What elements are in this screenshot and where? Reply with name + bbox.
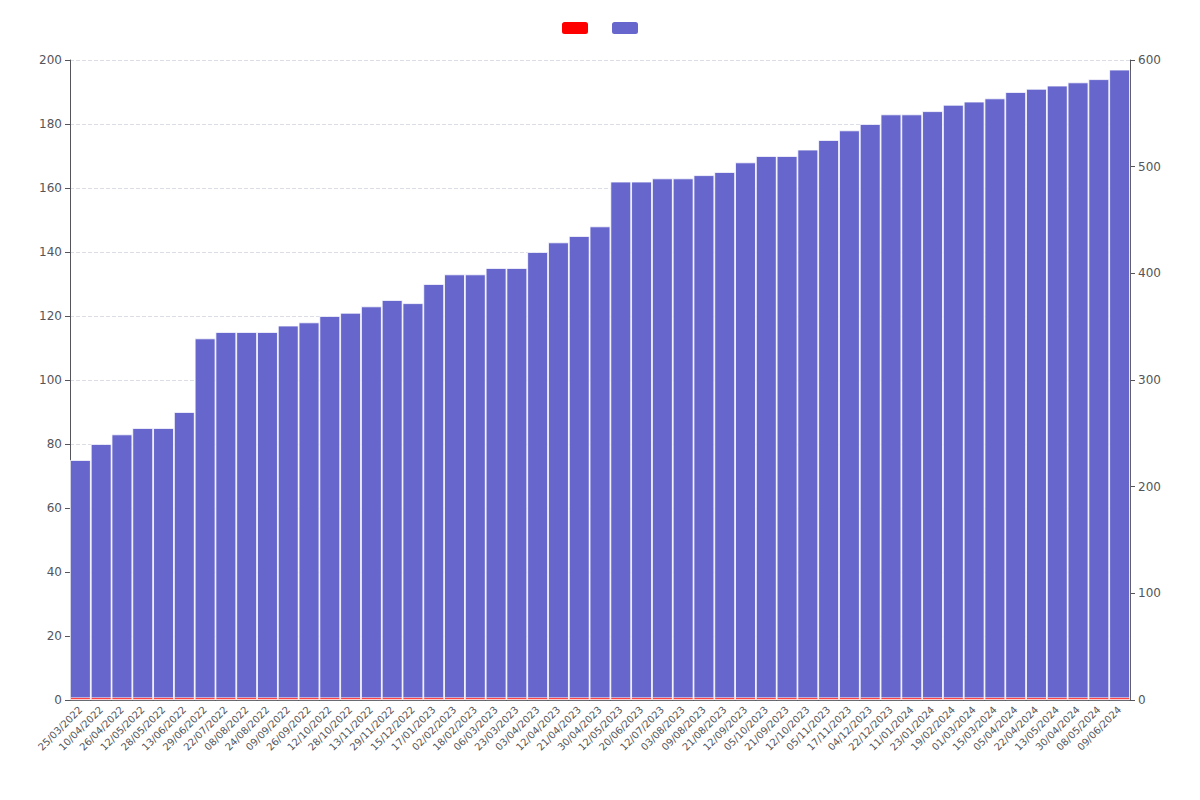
svg-text:12/10/2022: 12/10/2022 (285, 704, 334, 753)
svg-text:08/05/2024: 08/05/2024 (1054, 704, 1103, 753)
svg-text:06/03/2023: 06/03/2023 (451, 704, 500, 753)
svg-text:22/07/2022: 22/07/2022 (181, 704, 230, 753)
svg-text:30/04/2023: 30/04/2023 (555, 704, 604, 753)
svg-text:08/08/2022: 08/08/2022 (202, 704, 251, 753)
svg-text:160: 160 (39, 181, 62, 195)
svg-text:01/03/2024: 01/03/2024 (929, 704, 978, 753)
svg-text:500: 500 (1138, 160, 1161, 174)
svg-text:21/09/2023: 21/09/2023 (742, 704, 791, 753)
svg-text:200: 200 (39, 53, 62, 67)
svg-text:180: 180 (39, 117, 62, 131)
svg-text:15/03/2024: 15/03/2024 (950, 704, 999, 753)
svg-text:120: 120 (39, 309, 62, 323)
svg-text:23/03/2023: 23/03/2023 (472, 704, 521, 753)
svg-text:100: 100 (39, 373, 62, 387)
svg-text:18/02/2023: 18/02/2023 (430, 704, 480, 753)
svg-text:09/06/2024: 09/06/2024 (1075, 704, 1123, 752)
svg-text:600: 600 (1138, 53, 1161, 67)
svg-text:80: 80 (47, 437, 62, 451)
svg-text:19/02/2024: 19/02/2024 (908, 704, 958, 753)
svg-text:28/10/2022: 28/10/2022 (306, 704, 355, 753)
svg-text:13/06/2022: 13/06/2022 (139, 704, 189, 753)
svg-text:09/09/2022: 09/09/2022 (243, 704, 293, 753)
svg-text:20/06/2023: 20/06/2023 (597, 704, 646, 753)
svg-text:400: 400 (1138, 266, 1161, 280)
svg-text:11/01/2024: 11/01/2024 (867, 704, 916, 753)
svg-text:0: 0 (54, 693, 62, 707)
svg-text:12/09/2023: 12/09/2023 (700, 704, 750, 753)
svg-text:04/12/2023: 04/12/2023 (825, 704, 875, 753)
svg-text:03/04/2023: 03/04/2023 (493, 704, 542, 753)
svg-text:22/12/2023: 22/12/2023 (846, 704, 895, 753)
svg-text:25/03/2022: 25/03/2022 (35, 704, 85, 753)
svg-text:05/04/2024: 05/04/2024 (971, 704, 1020, 753)
svg-text:17/11/2023: 17/11/2023 (804, 704, 854, 753)
svg-text:02/02/2023: 02/02/2023 (409, 704, 459, 753)
svg-text:13/05/2024: 13/05/2024 (1012, 704, 1062, 753)
svg-text:40: 40 (47, 565, 62, 579)
svg-text:05/10/2023: 05/10/2023 (721, 704, 771, 753)
svg-text:0: 0 (1138, 693, 1146, 707)
svg-text:21/08/2023: 21/08/2023 (680, 704, 729, 753)
svg-text:21/04/2023: 21/04/2023 (534, 704, 584, 753)
svg-text:60: 60 (47, 501, 62, 515)
svg-text:09/08/2023: 09/08/2023 (659, 704, 708, 753)
svg-text:30/04/2024: 30/04/2024 (1033, 704, 1082, 753)
svg-text:200: 200 (1138, 480, 1161, 494)
svg-text:15/12/2022: 15/12/2022 (368, 704, 417, 753)
svg-text:24/08/2022: 24/08/2022 (222, 704, 272, 753)
svg-text:12/04/2023: 12/04/2023 (513, 704, 563, 753)
svg-text:140: 140 (39, 245, 62, 259)
svg-text:28/05/2022: 28/05/2022 (118, 704, 168, 753)
svg-text:26/04/2022: 26/04/2022 (77, 704, 126, 753)
svg-text:12/05/2023: 12/05/2023 (576, 704, 625, 753)
svg-text:100: 100 (1138, 586, 1161, 600)
svg-text:29/11/2022: 29/11/2022 (347, 704, 396, 753)
svg-text:12/10/2023: 12/10/2023 (763, 704, 812, 753)
svg-text:12/05/2022: 12/05/2022 (98, 704, 147, 753)
svg-text:300: 300 (1138, 373, 1161, 387)
svg-text:05/11/2023: 05/11/2023 (784, 704, 833, 753)
svg-text:23/01/2024: 23/01/2024 (888, 704, 937, 753)
svg-text:29/06/2022: 29/06/2022 (160, 704, 209, 753)
svg-text:26/09/2022: 26/09/2022 (264, 704, 313, 753)
svg-text:22/04/2024: 22/04/2024 (991, 704, 1041, 753)
svg-text:12/07/2023: 12/07/2023 (617, 704, 667, 753)
svg-text:03/08/2023: 03/08/2023 (638, 704, 687, 753)
svg-text:20: 20 (47, 629, 62, 643)
svg-text:13/11/2022: 13/11/2022 (326, 704, 376, 753)
svg-text:17/01/2023: 17/01/2023 (389, 704, 438, 753)
svg-text:10/04/2022: 10/04/2022 (56, 704, 106, 753)
